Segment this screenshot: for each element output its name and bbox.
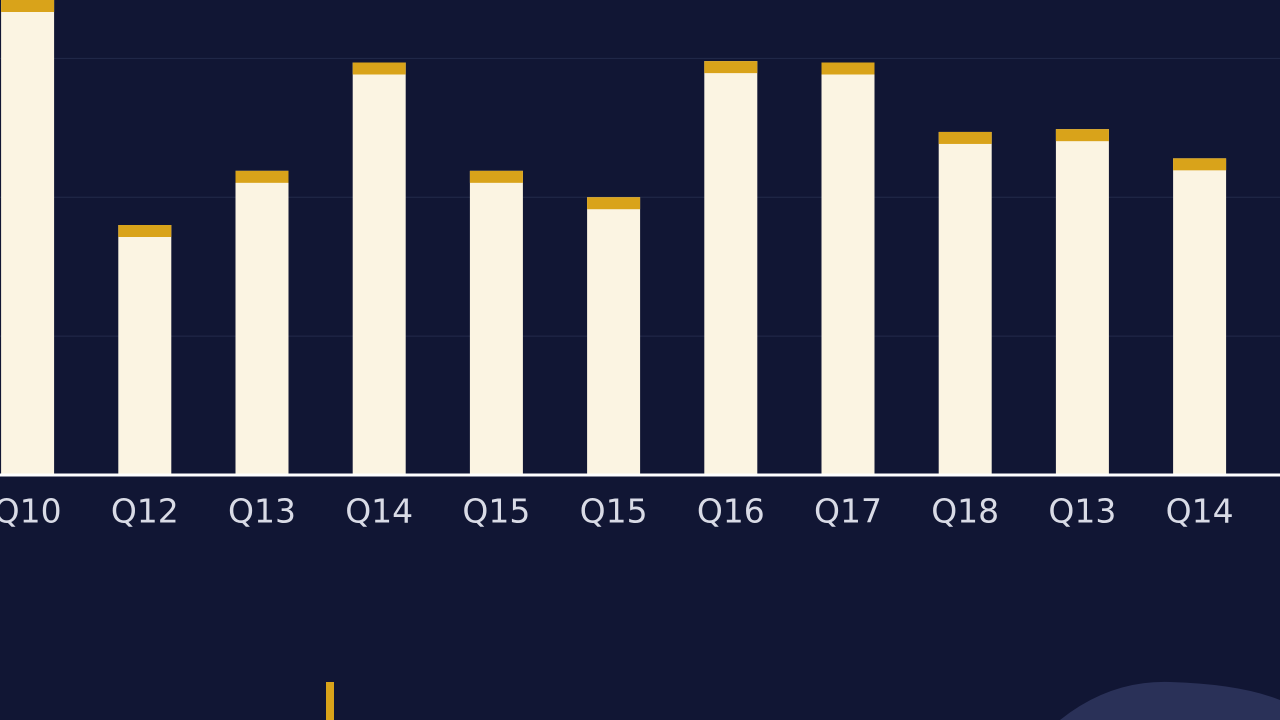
bar: [1173, 158, 1227, 476]
x-tick-label: Q13: [1048, 492, 1116, 531]
bar-cap: [1055, 129, 1109, 142]
bar-cap: [821, 62, 875, 75]
bar-cap: [1, 0, 55, 12]
x-tick-label: Q10: [0, 492, 62, 531]
bar: [1055, 129, 1109, 475]
bar-cap: [469, 170, 523, 183]
x-tick-label: Q13: [228, 492, 296, 531]
bar: [1, 0, 55, 475]
decor-shape: [1060, 681, 1280, 720]
bar: [821, 62, 875, 475]
x-tick-label: Q18: [931, 492, 999, 531]
x-tick-label: Q15: [580, 492, 648, 531]
x-tick-label: Q17: [814, 492, 882, 531]
bar-cap: [587, 197, 641, 210]
bar-cap: [1173, 158, 1227, 171]
decor-marker: [326, 682, 334, 720]
bar: [352, 62, 406, 475]
bar-cap: [704, 61, 758, 74]
bar: [469, 170, 523, 476]
x-tick-label: Q14: [1166, 492, 1234, 531]
bar: [587, 197, 641, 475]
x-tick-label: Q12: [111, 492, 179, 531]
x-tick-label: Q15: [462, 492, 530, 531]
x-tick-label: Q14: [345, 492, 413, 531]
bar-cap: [352, 62, 406, 75]
x-tick-label: Q16: [697, 492, 765, 531]
bar-cap: [235, 170, 289, 183]
bar: [118, 225, 172, 475]
bar: [235, 170, 289, 476]
bar: [704, 61, 758, 475]
bar-cap: [938, 131, 992, 144]
bar-cap: [118, 225, 172, 237]
bar: [938, 131, 992, 475]
